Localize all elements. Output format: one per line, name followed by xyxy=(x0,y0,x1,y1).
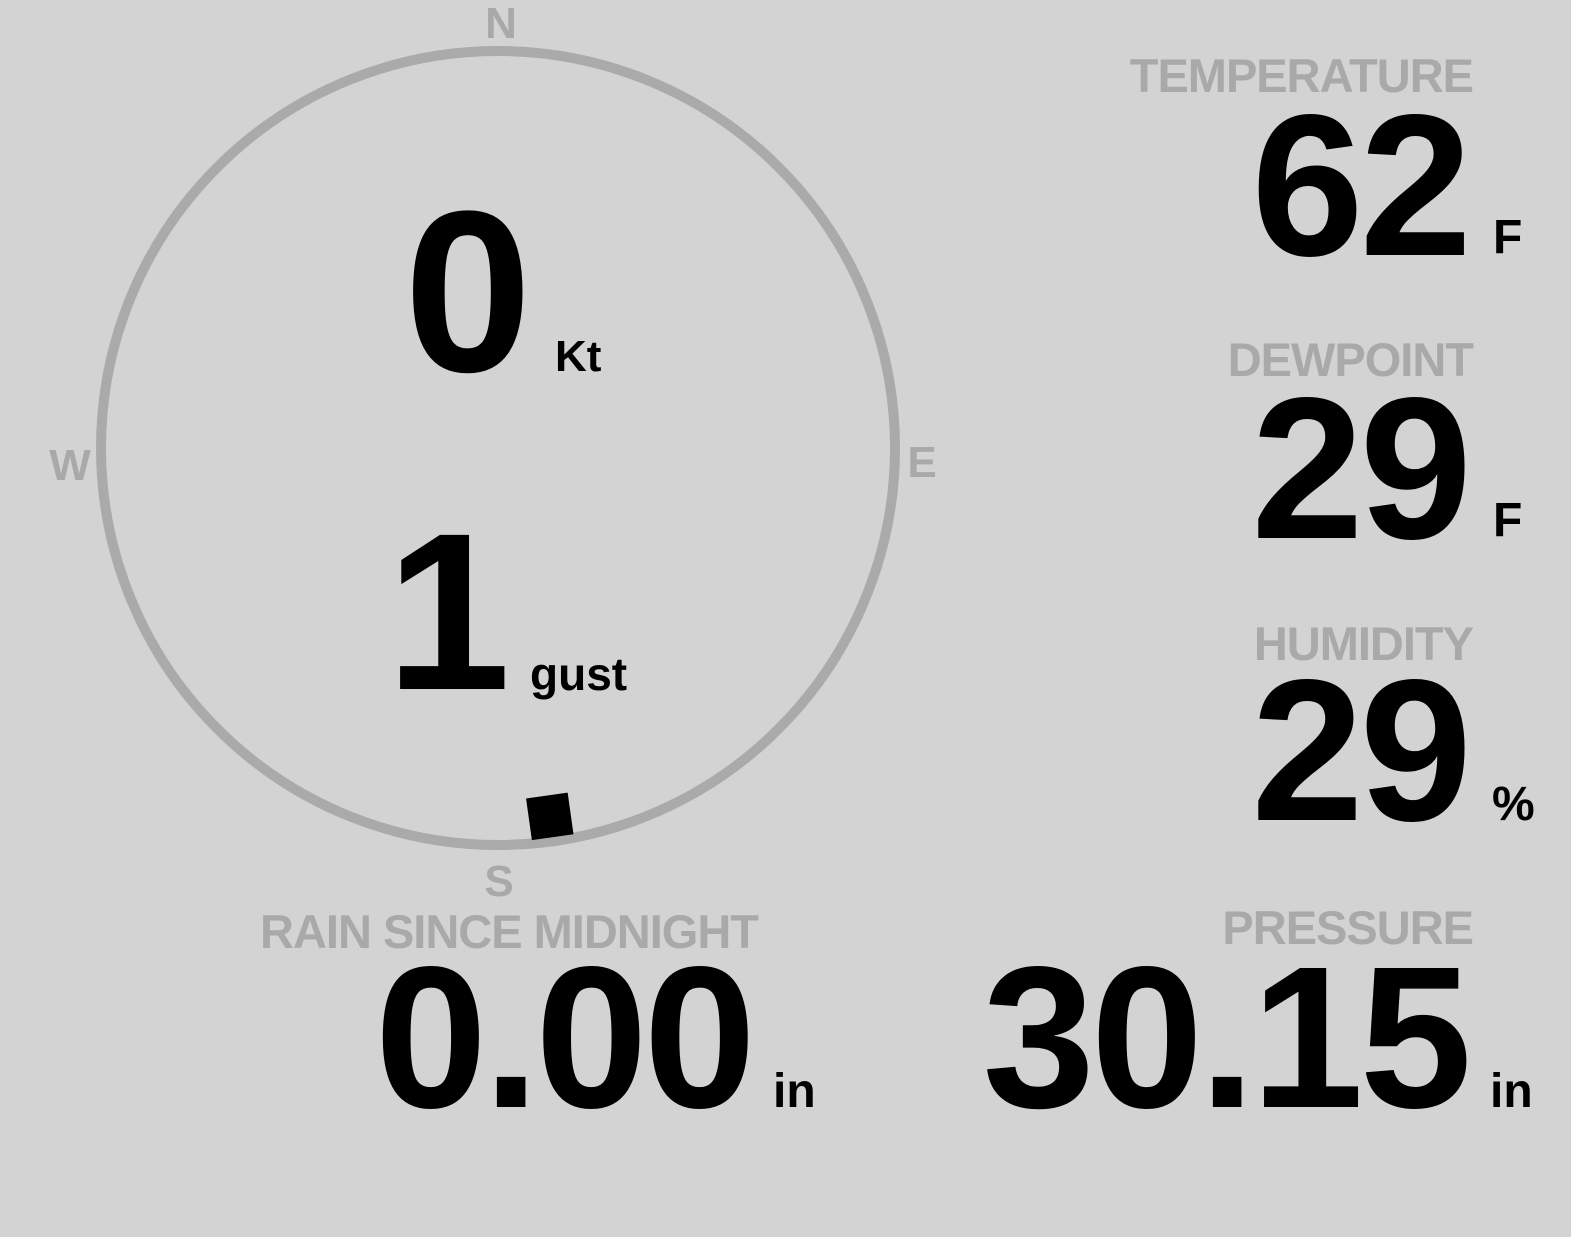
wind-gust-value: 1 xyxy=(386,487,511,737)
rain-value: 0.00 xyxy=(374,924,756,1150)
dewpoint-value: 29 xyxy=(1251,355,1472,581)
compass-north-label: N xyxy=(485,0,517,48)
pressure-label: PRESSURE xyxy=(1222,901,1474,954)
pressure-value: 30.15 xyxy=(982,924,1472,1150)
humidity-unit: % xyxy=(1492,778,1535,831)
pressure-unit: in xyxy=(1490,1065,1533,1118)
compass-ring xyxy=(96,46,900,850)
rain-unit: in xyxy=(773,1065,816,1118)
rain-label: RAIN SINCE MIDNIGHT xyxy=(260,905,759,958)
dewpoint-unit: F xyxy=(1493,494,1523,547)
compass-east-label: E xyxy=(907,438,937,487)
compass-west-label: W xyxy=(49,441,91,490)
wind-speed-value: 0 xyxy=(404,163,532,420)
wind-gust-unit: gust xyxy=(530,648,628,700)
dewpoint-label: DEWPOINT xyxy=(1227,333,1474,386)
temperature-unit: F xyxy=(1493,211,1523,264)
compass-south-label: S xyxy=(484,857,514,906)
wind-speed-unit: Kt xyxy=(555,332,602,381)
temperature-value: 62 xyxy=(1251,72,1472,298)
humidity-value: 29 xyxy=(1251,637,1472,863)
temperature-label: TEMPERATURE xyxy=(1129,49,1474,102)
humidity-label: HUMIDITY xyxy=(1253,617,1474,670)
wind-direction-marker xyxy=(526,792,574,841)
